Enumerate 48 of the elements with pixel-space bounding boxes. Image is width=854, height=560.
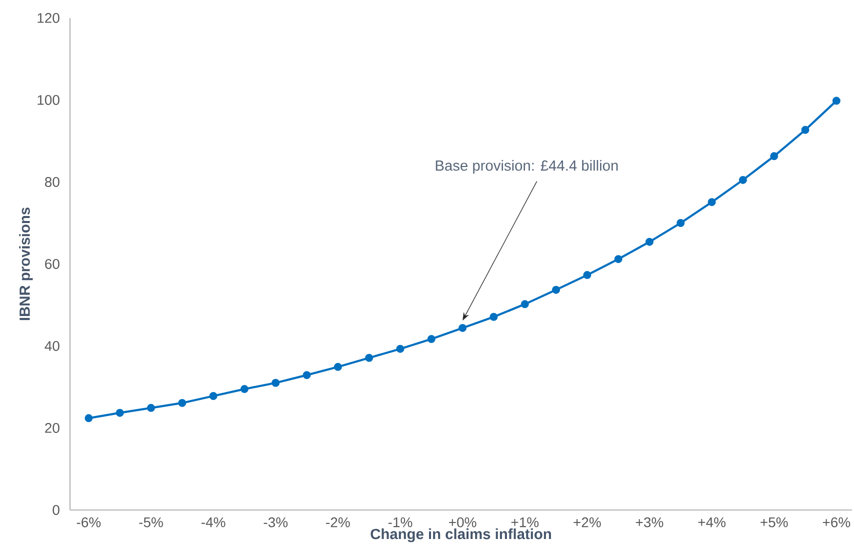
point [272,378,280,387]
y-tick-label: 40 [44,341,60,351]
point [708,198,716,206]
x-tick-label: +5% [760,517,788,528]
point [738,176,747,184]
point [334,362,342,371]
point [178,398,186,407]
point [801,126,810,134]
y-tick-label: 120 [38,13,60,23]
point [490,312,498,321]
point [676,218,685,227]
x-tick-label: -1% [388,517,412,528]
point [552,286,560,294]
x-tick-label: -2% [326,517,350,528]
point [240,385,248,394]
y-axis-title: IBNR provisions [19,208,33,320]
x-tick-label: +6% [822,517,850,528]
point [427,335,436,344]
y-tick-label: 100 [38,95,60,105]
x-tick-label: +3% [636,517,664,528]
x-tick-label: -5% [139,517,163,528]
point [645,238,654,246]
x-tick-label: +4% [698,517,726,528]
y-tick-label: 80 [44,177,60,187]
point [520,300,529,308]
point [365,354,374,362]
point [614,255,622,264]
x-tick-label: +1% [511,517,539,528]
x-axis-title: Change in claims inflation [370,528,551,542]
x-tick-label: -6% [76,517,101,528]
x-tick-label: +0% [449,517,476,528]
x-tick-label: +2% [574,517,601,528]
point [147,404,156,412]
point [116,408,124,417]
x-tick-label: -4% [202,517,226,528]
x-tick-label: -3% [264,517,288,528]
point [458,324,467,332]
point [302,371,311,380]
point [832,96,840,105]
point [209,392,218,400]
y-tick-label: 0 [52,505,60,515]
point [770,152,778,160]
annotation: Base provision: £44.4 billion [436,160,618,174]
y-tick-label: 60 [45,259,60,269]
y-tick-label: 20 [45,423,60,433]
point [396,344,404,353]
point [84,414,93,422]
point [583,271,592,280]
